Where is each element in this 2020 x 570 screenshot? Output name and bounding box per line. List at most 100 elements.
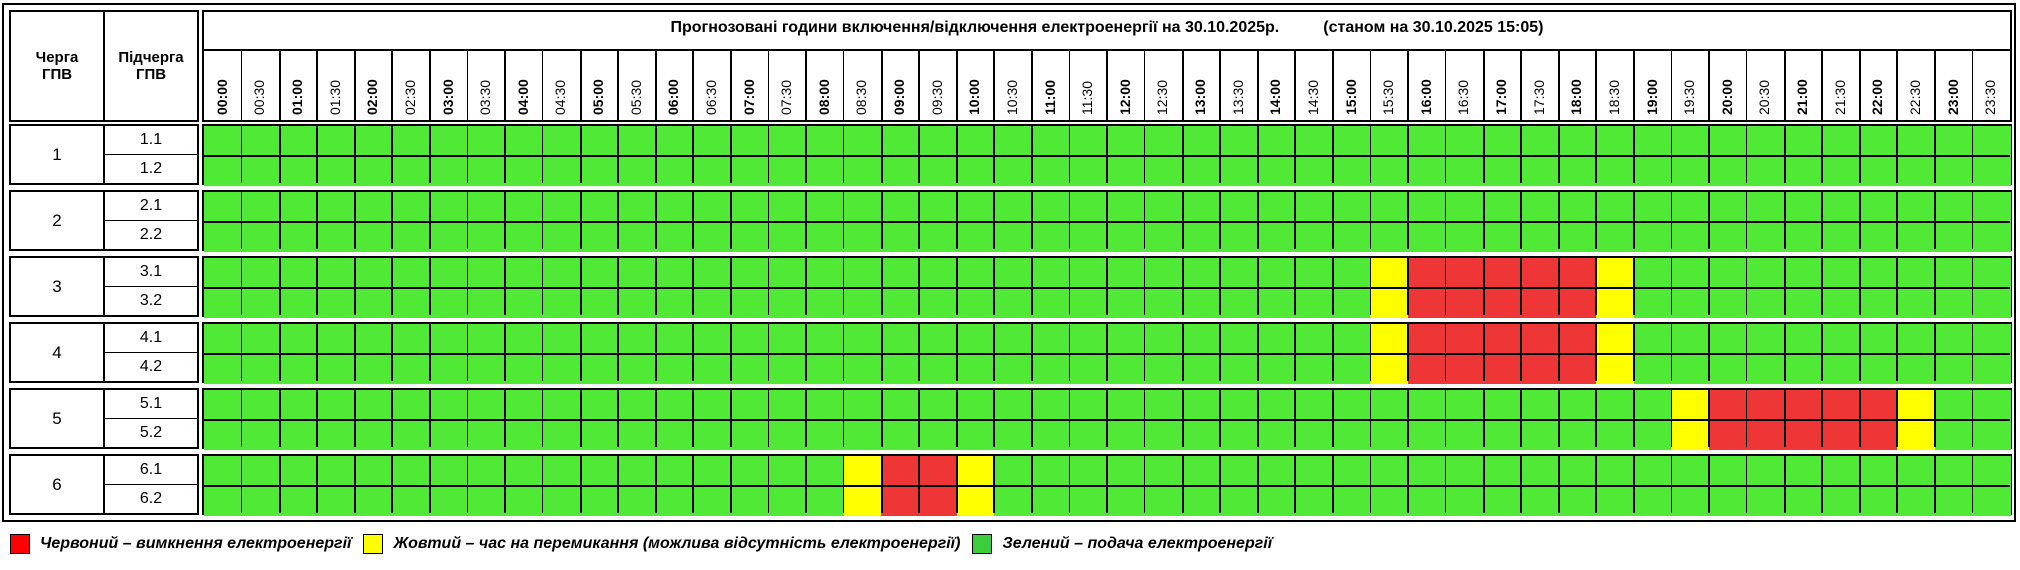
time-divider [1745, 51, 1748, 120]
cell-divider [1369, 192, 1372, 249]
cell-divider [993, 192, 995, 249]
subqueue-label: 3.2 [139, 292, 163, 309]
cell-divider [1934, 456, 1936, 513]
schedule-cell [429, 258, 468, 288]
schedule-group-4 [202, 322, 2012, 384]
cell-divider [541, 258, 544, 315]
schedule-cell [918, 192, 957, 222]
schedule-cell [505, 222, 544, 252]
schedule-cell [1972, 354, 2011, 384]
cell-divider [316, 324, 318, 381]
schedule-cell [1746, 420, 1785, 450]
cell-divider [1858, 258, 1861, 315]
cell-divider [730, 126, 732, 183]
schedule-cell [1671, 324, 1710, 354]
cell-divider [1595, 192, 1597, 249]
schedule-cell [655, 126, 694, 156]
schedule-cell [279, 390, 318, 420]
cell-divider [880, 456, 883, 513]
time-divider [842, 51, 845, 120]
schedule-cell [1897, 126, 1936, 156]
schedule-cell [1332, 192, 1371, 222]
cell-divider [1896, 192, 1898, 249]
schedule-cell [617, 156, 656, 186]
schedule-cell [1370, 456, 1409, 486]
schedule-cell [1332, 354, 1371, 384]
schedule-cell [1107, 456, 1146, 486]
cell-divider [692, 126, 694, 183]
schedule-cell [1257, 420, 1296, 450]
cell-divider [1708, 258, 1711, 315]
schedule-cell [1671, 354, 1710, 384]
time-divider [1031, 51, 1033, 120]
cell-divider [692, 192, 694, 249]
cell-divider [1143, 258, 1146, 315]
schedule-cell [1784, 192, 1823, 222]
schedule-cell [1709, 456, 1748, 486]
schedule-cell [1445, 456, 1484, 486]
schedule-cell [1031, 456, 1070, 486]
schedule-cell [1596, 156, 1635, 186]
time-divider [1934, 51, 1936, 120]
cell-divider [391, 258, 393, 315]
time-divider [617, 51, 619, 120]
schedule-cell [1821, 192, 1860, 222]
schedule-cell [655, 420, 694, 450]
schedule-cell [1182, 258, 1221, 288]
subqueue-label: 5.2 [139, 424, 163, 441]
cell-divider [1219, 390, 1221, 447]
schedule-cell [1596, 258, 1635, 288]
cell-divider [466, 456, 469, 513]
schedule-cell [843, 354, 882, 384]
schedule-cell [1596, 486, 1635, 516]
schedule-cell [617, 222, 656, 252]
cell-divider [1520, 456, 1522, 513]
cell-divider [842, 390, 845, 447]
schedule-cell [1633, 420, 1672, 450]
time-divider [805, 51, 808, 120]
time-label: 00:00 [213, 79, 230, 115]
cell-divider [767, 324, 770, 381]
schedule-cell [655, 156, 694, 186]
cell-divider [1219, 456, 1221, 513]
schedule-cell [1219, 324, 1258, 354]
schedule-cell [354, 324, 393, 354]
schedule-cell [1107, 288, 1146, 318]
schedule-cell [1520, 126, 1559, 156]
cell-divider [842, 192, 845, 249]
schedule-cell [1821, 126, 1860, 156]
schedule-cell [1596, 222, 1635, 252]
schedule-cell [580, 354, 619, 384]
queue-cell: 2 [9, 190, 105, 251]
schedule-cell [1520, 222, 1559, 252]
schedule-cell [1219, 354, 1258, 384]
cell-divider [504, 126, 507, 183]
cell-divider [1595, 258, 1597, 315]
cell-divider [278, 456, 281, 513]
cell-divider [1219, 192, 1221, 249]
schedule-cell [1031, 324, 1070, 354]
schedule-title: Прогнозовані години включення/відключенн… [204, 19, 2010, 41]
schedule-cell [1821, 354, 1860, 384]
schedule-cell [354, 258, 393, 288]
schedule-cell [580, 288, 619, 318]
cell-divider [1068, 324, 1071, 381]
schedule-cell [542, 258, 581, 288]
schedule-cell [768, 222, 807, 252]
schedule-cell [1483, 222, 1522, 252]
schedule-cell [392, 288, 431, 318]
time-label: 06:30 [702, 79, 719, 115]
schedule-cell [429, 222, 468, 252]
schedule-cell [1633, 288, 1672, 318]
schedule-cell [768, 288, 807, 318]
schedule-cell [730, 390, 769, 420]
schedule-cell [316, 390, 355, 420]
schedule-cell [316, 324, 355, 354]
time-divider [1633, 51, 1635, 120]
schedule-cell [1558, 258, 1597, 288]
schedule-cell [1370, 420, 1409, 450]
cell-divider [1745, 126, 1748, 183]
cell-divider [1407, 324, 1410, 381]
schedule-cell [730, 126, 769, 156]
time-label: 20:00 [1718, 79, 1735, 115]
